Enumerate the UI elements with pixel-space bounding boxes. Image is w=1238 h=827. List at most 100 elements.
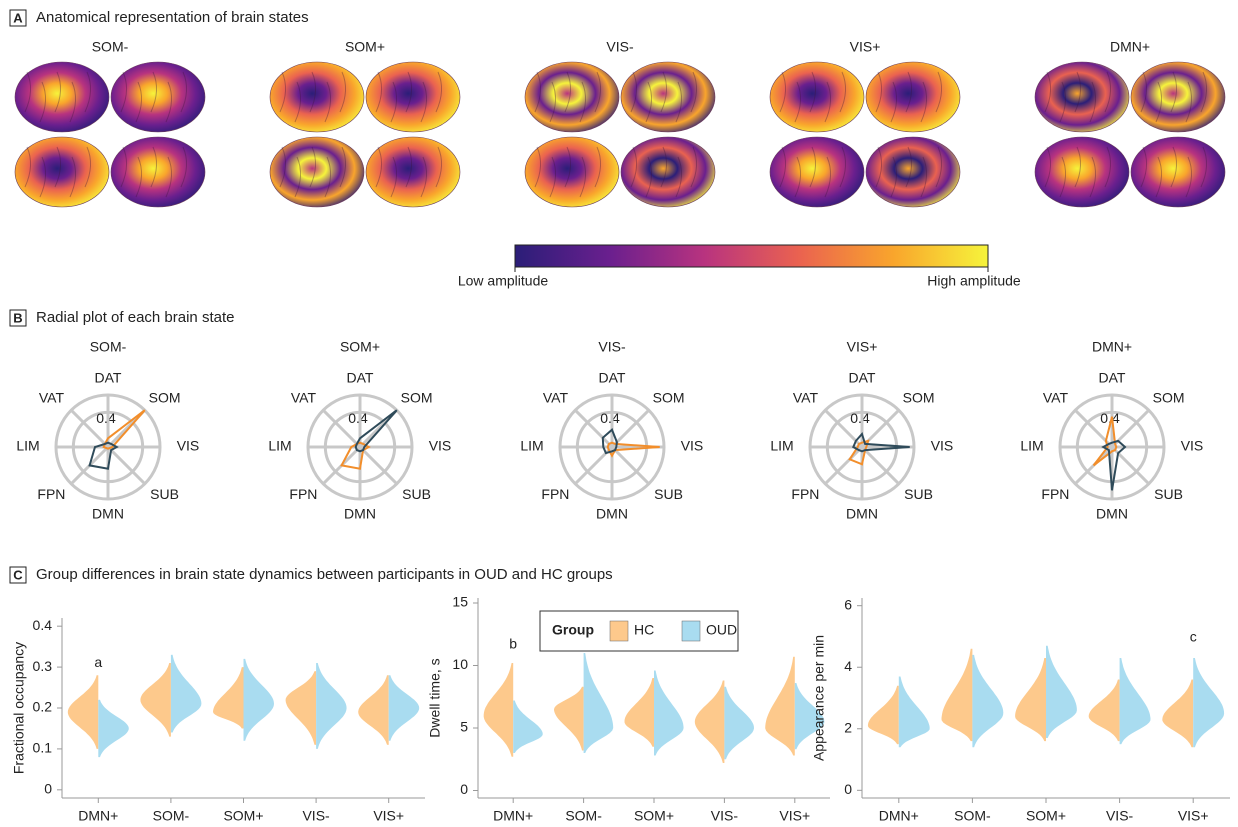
- y-tick-label: 0.2: [33, 699, 53, 715]
- radar-axis-label: SOM: [401, 390, 433, 406]
- brain-surface: [111, 137, 205, 207]
- panel-letter: C: [13, 567, 23, 582]
- violin-half: [1193, 658, 1224, 747]
- radar-axis-label: SUB: [904, 486, 933, 502]
- radar-axis-label: VAT: [39, 390, 65, 406]
- violin-half: [484, 663, 514, 757]
- radar-axis-label: VIS: [931, 438, 954, 454]
- violin-half: [1046, 646, 1077, 738]
- y-axis-label: Fractional occupancy: [11, 642, 27, 774]
- violin-half: [765, 657, 795, 756]
- x-tick-label: SOM+: [634, 808, 674, 824]
- violin-half: [724, 687, 754, 760]
- x-tick-label: SOM+: [1026, 808, 1066, 824]
- radar-axis-label: SOM: [149, 390, 181, 406]
- panel-title: Radial plot of each brain state: [36, 309, 234, 326]
- radar-axis-label: FPN: [541, 486, 569, 502]
- radar-spoke: [360, 447, 397, 484]
- radar-spoke: [825, 447, 862, 484]
- radar-axis-label: VIS: [429, 438, 452, 454]
- violin-half: [286, 671, 317, 745]
- y-tick-label: 0: [844, 781, 852, 797]
- brain-surface: [1035, 62, 1129, 132]
- x-tick-label: DMN+: [879, 808, 919, 824]
- violin-half: [1120, 658, 1151, 744]
- radar-axis-label: LIM: [1020, 438, 1043, 454]
- radar-axis-label: FPN: [791, 486, 819, 502]
- violin-half: [625, 678, 655, 747]
- brain-state-label: SOM+: [345, 39, 385, 55]
- radar-axis-label: LIM: [520, 438, 543, 454]
- colorbar-high-label: High amplitude: [927, 273, 1021, 289]
- x-tick-label: VIS-: [1106, 808, 1134, 824]
- y-tick-label: 6: [844, 596, 852, 612]
- colorbar: [515, 245, 988, 267]
- radar-axis-label: SUB: [1154, 486, 1183, 502]
- y-tick-label: 4: [844, 658, 852, 674]
- brain-state-label: DMN+: [1110, 39, 1150, 55]
- radar-axis-label: DMN: [92, 506, 124, 522]
- violin-half: [98, 700, 129, 757]
- violin-half: [899, 676, 930, 747]
- radar-spoke: [862, 447, 899, 484]
- violin-half: [316, 663, 347, 749]
- radar-axis-label: FPN: [1041, 486, 1069, 502]
- violin-half: [68, 675, 99, 749]
- violin-half: [972, 655, 1003, 747]
- brain-surface: [621, 137, 715, 207]
- radar-axis-label: LIM: [770, 438, 793, 454]
- radar-axis-label: FPN: [37, 486, 65, 502]
- brain-surface: [866, 62, 960, 132]
- violin-half: [171, 655, 202, 733]
- violin-half: [213, 667, 244, 728]
- radar-axis-label: VIS: [1181, 438, 1204, 454]
- annotation: c: [1190, 628, 1197, 644]
- x-tick-label: DMN+: [78, 808, 118, 824]
- radar-axis-label: DMN: [596, 506, 628, 522]
- radar-axis-label: SOM: [1153, 390, 1185, 406]
- radar-title: DMN+: [1092, 339, 1132, 355]
- radar-axis-label: SOM: [903, 390, 935, 406]
- brain-surface: [1131, 137, 1225, 207]
- legend-title: Group: [552, 622, 594, 638]
- brain-state-label: SOM-: [92, 39, 129, 55]
- x-tick-label: VIS+: [373, 808, 404, 824]
- radar-spoke: [108, 447, 145, 484]
- radar-title: SOM-: [90, 339, 127, 355]
- radar-axis-label: DAT: [95, 370, 122, 386]
- violin-half: [244, 659, 275, 741]
- brain-surface: [1131, 62, 1225, 132]
- brain-surface: [366, 137, 460, 207]
- colorbar-low-label: Low amplitude: [458, 273, 548, 289]
- y-tick-label: 0: [460, 781, 468, 797]
- y-tick-label: 0: [44, 781, 52, 797]
- radar-axis-label: VAT: [291, 390, 317, 406]
- legend-swatch: [610, 621, 628, 641]
- violin-half: [1015, 658, 1046, 741]
- violin-half: [942, 649, 973, 741]
- violin-half: [140, 663, 171, 737]
- violin-half: [654, 671, 684, 756]
- radar-tick-label: 0.4: [600, 410, 620, 426]
- y-tick-label: 0.4: [33, 617, 53, 633]
- violin-half: [358, 675, 389, 745]
- radar-axis-label: VAT: [543, 390, 569, 406]
- violin-half: [554, 687, 584, 751]
- y-axis-label: Dwell time, s: [427, 658, 443, 737]
- y-axis-label: Appearance per min: [811, 635, 827, 761]
- radar-axis-label: DAT: [599, 370, 626, 386]
- y-tick-label: 2: [844, 719, 852, 735]
- radar-axis-label: SOM: [653, 390, 685, 406]
- radar-tick-label: 0.4: [348, 410, 368, 426]
- radar-axis-label: LIM: [16, 438, 39, 454]
- violin-half: [695, 681, 725, 764]
- radar-axis-label: DAT: [1099, 370, 1126, 386]
- brain-surface: [270, 62, 364, 132]
- brain-surface: [770, 62, 864, 132]
- y-tick-label: 5: [460, 719, 468, 735]
- legend-label: HC: [634, 622, 654, 638]
- radar-title: SOM+: [340, 339, 380, 355]
- x-tick-label: VIS+: [1178, 808, 1209, 824]
- annotation: b: [509, 636, 517, 652]
- radar-spoke: [612, 447, 649, 484]
